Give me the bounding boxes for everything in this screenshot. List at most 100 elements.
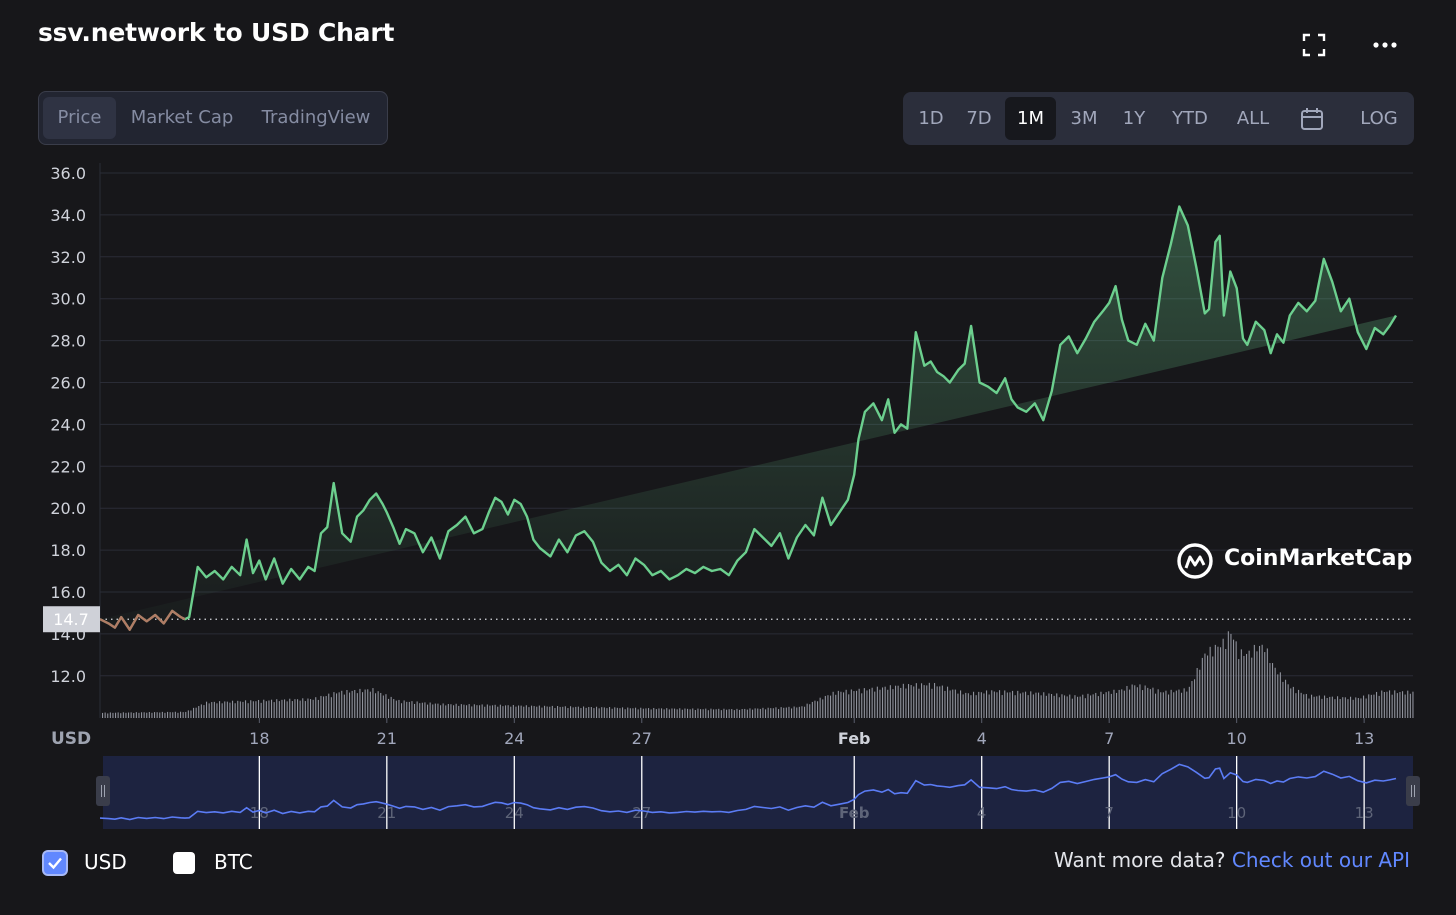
- price-chart[interactable]: 36.0 34.0 32.0 30.0 28.0 26.0 24.0 22.0 20.0 18.0…: [0, 150, 1456, 840]
- usd-checkbox[interactable]: [44, 852, 66, 874]
- navigator-tick-label: 10: [1227, 804, 1246, 822]
- volume-bar: [884, 686, 886, 718]
- volume-bar: [1084, 698, 1086, 718]
- volume-bar: [211, 702, 213, 718]
- y-axis-unit-label: USD: [51, 729, 91, 749]
- volume-bar: [346, 690, 348, 718]
- volume-bar: [273, 702, 275, 718]
- more-options-icon[interactable]: [1370, 30, 1400, 60]
- volume-bar: [588, 707, 590, 718]
- volume-bar: [580, 708, 582, 718]
- volume-bar: [988, 694, 990, 718]
- volume-bar: [1396, 693, 1398, 718]
- volume-bar: [1339, 698, 1341, 718]
- volume-bar: [583, 706, 585, 718]
- range-1d-button[interactable]: 1D: [918, 108, 944, 129]
- volume-bar: [1053, 695, 1055, 718]
- volume-bar: [112, 712, 114, 718]
- volume-bar: [957, 693, 959, 718]
- volume-bar: [837, 690, 839, 718]
- volume-bar: [349, 692, 351, 718]
- volume-bar: [458, 705, 460, 718]
- navigator-right-handle[interactable]: [1406, 776, 1420, 806]
- navigator-tick-label: 18: [250, 804, 269, 822]
- volume-bar: [1230, 633, 1232, 718]
- volume-bar: [1196, 668, 1198, 718]
- volume-bar: [494, 704, 496, 718]
- volume-bar: [668, 709, 670, 718]
- volume-bar: [637, 709, 639, 718]
- range-ytd-button[interactable]: YTD: [1172, 108, 1208, 129]
- volume-bar: [320, 695, 322, 718]
- volume-bar: [128, 712, 130, 718]
- range-7d-button[interactable]: 7D: [966, 108, 992, 129]
- volume-bar: [674, 708, 676, 718]
- api-link[interactable]: Check out our API: [1231, 848, 1410, 872]
- volume-bar: [1136, 687, 1138, 718]
- volume-bar: [1337, 696, 1339, 718]
- volume-bar: [437, 703, 439, 718]
- volume-bar: [1326, 697, 1328, 718]
- volume-bar: [1347, 699, 1349, 718]
- volume-bar: [926, 685, 928, 718]
- volume-bar: [661, 708, 663, 718]
- volume-bar: [1235, 641, 1237, 718]
- volume-bar: [1048, 693, 1050, 718]
- volume-bar: [780, 707, 782, 718]
- volume-bar: [1149, 689, 1151, 718]
- tab-market-cap[interactable]: Market Cap: [130, 107, 234, 128]
- fullscreen-icon[interactable]: [1299, 30, 1329, 60]
- volume-bar: [520, 705, 522, 718]
- volume-bar: [102, 712, 104, 718]
- volume-bar: [936, 686, 938, 718]
- tab-price[interactable]: Price: [43, 97, 116, 139]
- volume-bar: [260, 702, 262, 718]
- volume-bar: [200, 704, 202, 718]
- range-3m-button[interactable]: 3M: [1070, 108, 1098, 129]
- volume-bar: [115, 712, 117, 718]
- volume-bar: [1157, 689, 1159, 718]
- volume-bar: [138, 712, 140, 718]
- range-all-button[interactable]: ALL: [1236, 108, 1270, 129]
- volume-bar: [744, 708, 746, 718]
- volume-bar: [1220, 647, 1222, 718]
- volume-bar: [663, 709, 665, 718]
- volume-bar: [1259, 645, 1261, 718]
- volume-bar: [151, 712, 153, 718]
- log-scale-button[interactable]: LOG: [1360, 108, 1398, 129]
- volume-bar: [341, 690, 343, 718]
- volume-bar: [733, 710, 735, 718]
- volume-bar: [876, 686, 878, 718]
- volume-bar: [1295, 693, 1297, 718]
- volume-bar: [965, 692, 967, 718]
- volume-bar: [783, 707, 785, 718]
- volume-bar: [195, 707, 197, 718]
- volume-bar: [258, 699, 260, 718]
- range-1m-button[interactable]: 1M: [1005, 97, 1056, 140]
- volume-bar: [1344, 697, 1346, 718]
- volume-bar: [156, 712, 158, 718]
- volume-bar: [476, 705, 478, 718]
- volume-bar: [928, 682, 930, 718]
- volume-bar: [1253, 644, 1255, 718]
- y-tick-label: 36.0: [50, 164, 86, 183]
- volume-bar: [1373, 694, 1375, 718]
- volume-bar: [627, 707, 629, 718]
- volume-bar: [174, 711, 176, 718]
- range-1y-button[interactable]: 1Y: [1122, 108, 1146, 129]
- volume-bar: [333, 692, 335, 718]
- tab-tradingview[interactable]: TradingView: [261, 107, 371, 128]
- volume-bar: [172, 712, 174, 718]
- volume-bar: [169, 712, 171, 718]
- volume-bar: [830, 695, 832, 718]
- volume-bar: [1009, 692, 1011, 718]
- volume-bar: [362, 692, 364, 718]
- navigator-left-handle[interactable]: [96, 776, 110, 806]
- btc-checkbox[interactable]: [173, 852, 195, 874]
- volume-bar: [1058, 697, 1060, 718]
- volume-bar: [229, 702, 231, 718]
- calendar-icon[interactable]: [1291, 97, 1333, 140]
- volume-bar: [770, 708, 772, 718]
- volume-bar: [549, 706, 551, 718]
- volume-bar: [993, 691, 995, 718]
